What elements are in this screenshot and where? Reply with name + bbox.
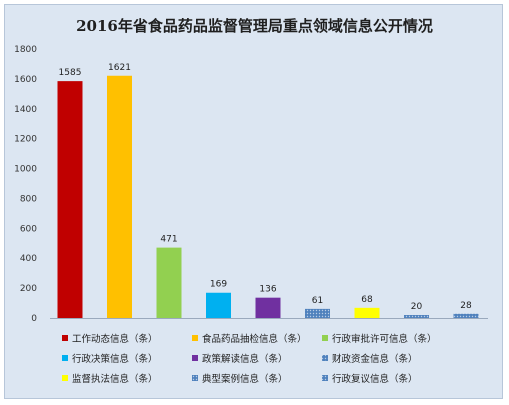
legend-swatch: [322, 335, 328, 341]
legend-label: 财政资金信息（条）: [332, 353, 418, 365]
data-label: 1621: [108, 63, 131, 73]
bars: 1585 1621 471 169 136 61 68 20 28: [57, 63, 479, 319]
bar: [404, 315, 429, 318]
y-tick-label: 0: [31, 314, 37, 324]
legend-swatch: [322, 375, 328, 381]
y-tick-label: 1400: [14, 105, 37, 115]
legend-label: 政策解读信息（条）: [202, 353, 288, 365]
legend-swatch: [192, 355, 198, 361]
data-label: 61: [312, 296, 323, 306]
bar: [255, 297, 281, 318]
legend-swatch: [62, 355, 68, 361]
bar: [305, 308, 330, 318]
bar: [57, 81, 83, 318]
chart-title: 2016年省食品药品监督管理局重点领域信息公开情况: [76, 17, 433, 35]
y-tick-label: 1000: [14, 165, 37, 175]
legend-label: 监督执法信息（条）: [72, 373, 158, 385]
legend-label: 典型案例信息（条）: [202, 373, 288, 385]
legend-swatch: [62, 375, 68, 381]
legend-swatch: [322, 355, 328, 361]
legend-swatch: [192, 335, 198, 341]
data-label: 20: [411, 302, 423, 312]
data-label: 471: [160, 235, 177, 245]
bar: [156, 247, 182, 318]
legend-label: 行政复议信息（条）: [332, 373, 418, 385]
bar: [107, 75, 132, 319]
bar: [453, 313, 479, 318]
y-tick-label: 400: [20, 254, 37, 264]
y-axis: 0 200 400 600 800 1000 1200 1400 1600 1800: [14, 45, 488, 324]
legend-label: 食品药品抽检信息（条）: [202, 333, 307, 345]
data-label: 169: [210, 280, 227, 290]
legend-swatch: [62, 335, 68, 341]
data-label: 1585: [59, 68, 82, 78]
y-tick-label: 600: [20, 224, 37, 234]
data-label: 68: [361, 295, 373, 305]
chart-frame: [4, 4, 503, 399]
bar: [206, 292, 231, 318]
y-tick-label: 800: [20, 194, 37, 204]
y-tick-label: 1200: [14, 135, 37, 145]
data-label: 136: [259, 285, 276, 295]
legend-label: 行政审批许可信息（条）: [332, 333, 437, 345]
y-tick-label: 1800: [14, 45, 37, 55]
legend-swatch: [192, 375, 198, 381]
legend-label: 行政决策信息（条）: [72, 353, 158, 365]
bar: [354, 307, 380, 318]
legend-label: 工作动态信息（条）: [72, 333, 158, 345]
data-label: 28: [460, 301, 472, 311]
legend: 工作动态信息（条） 食品药品抽检信息（条） 行政审批许可信息（条） 行政决策信息（条）…: [62, 333, 437, 385]
y-tick-label: 200: [20, 284, 37, 294]
y-tick-label: 1600: [14, 75, 37, 85]
